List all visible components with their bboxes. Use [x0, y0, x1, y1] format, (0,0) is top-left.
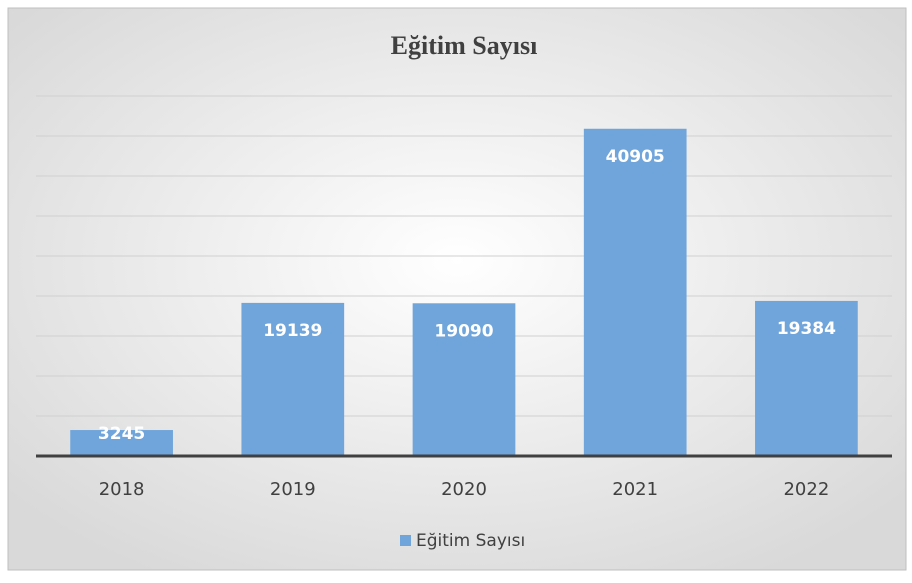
legend-swatch — [400, 535, 411, 546]
data-label: 19139 — [263, 321, 322, 341]
x-tick-label: 2021 — [612, 479, 658, 500]
x-tick-label: 2020 — [441, 479, 487, 500]
data-label: 3245 — [98, 424, 145, 444]
x-tick-label: 2022 — [783, 479, 829, 500]
bar — [412, 303, 516, 456]
chart-title: Eğitim Sayısı — [391, 31, 538, 60]
bar — [583, 128, 687, 456]
legend-label: Eğitim Sayısı — [416, 531, 525, 551]
data-label: 19384 — [777, 319, 836, 339]
data-label: 19090 — [434, 321, 493, 341]
bar — [70, 430, 173, 456]
data-label: 40905 — [606, 147, 665, 167]
bar — [755, 300, 858, 456]
x-tick-label: 2019 — [270, 479, 316, 500]
chart-frame — [7, 7, 907, 571]
bar — [241, 302, 345, 456]
x-tick-label: 2018 — [99, 479, 145, 500]
